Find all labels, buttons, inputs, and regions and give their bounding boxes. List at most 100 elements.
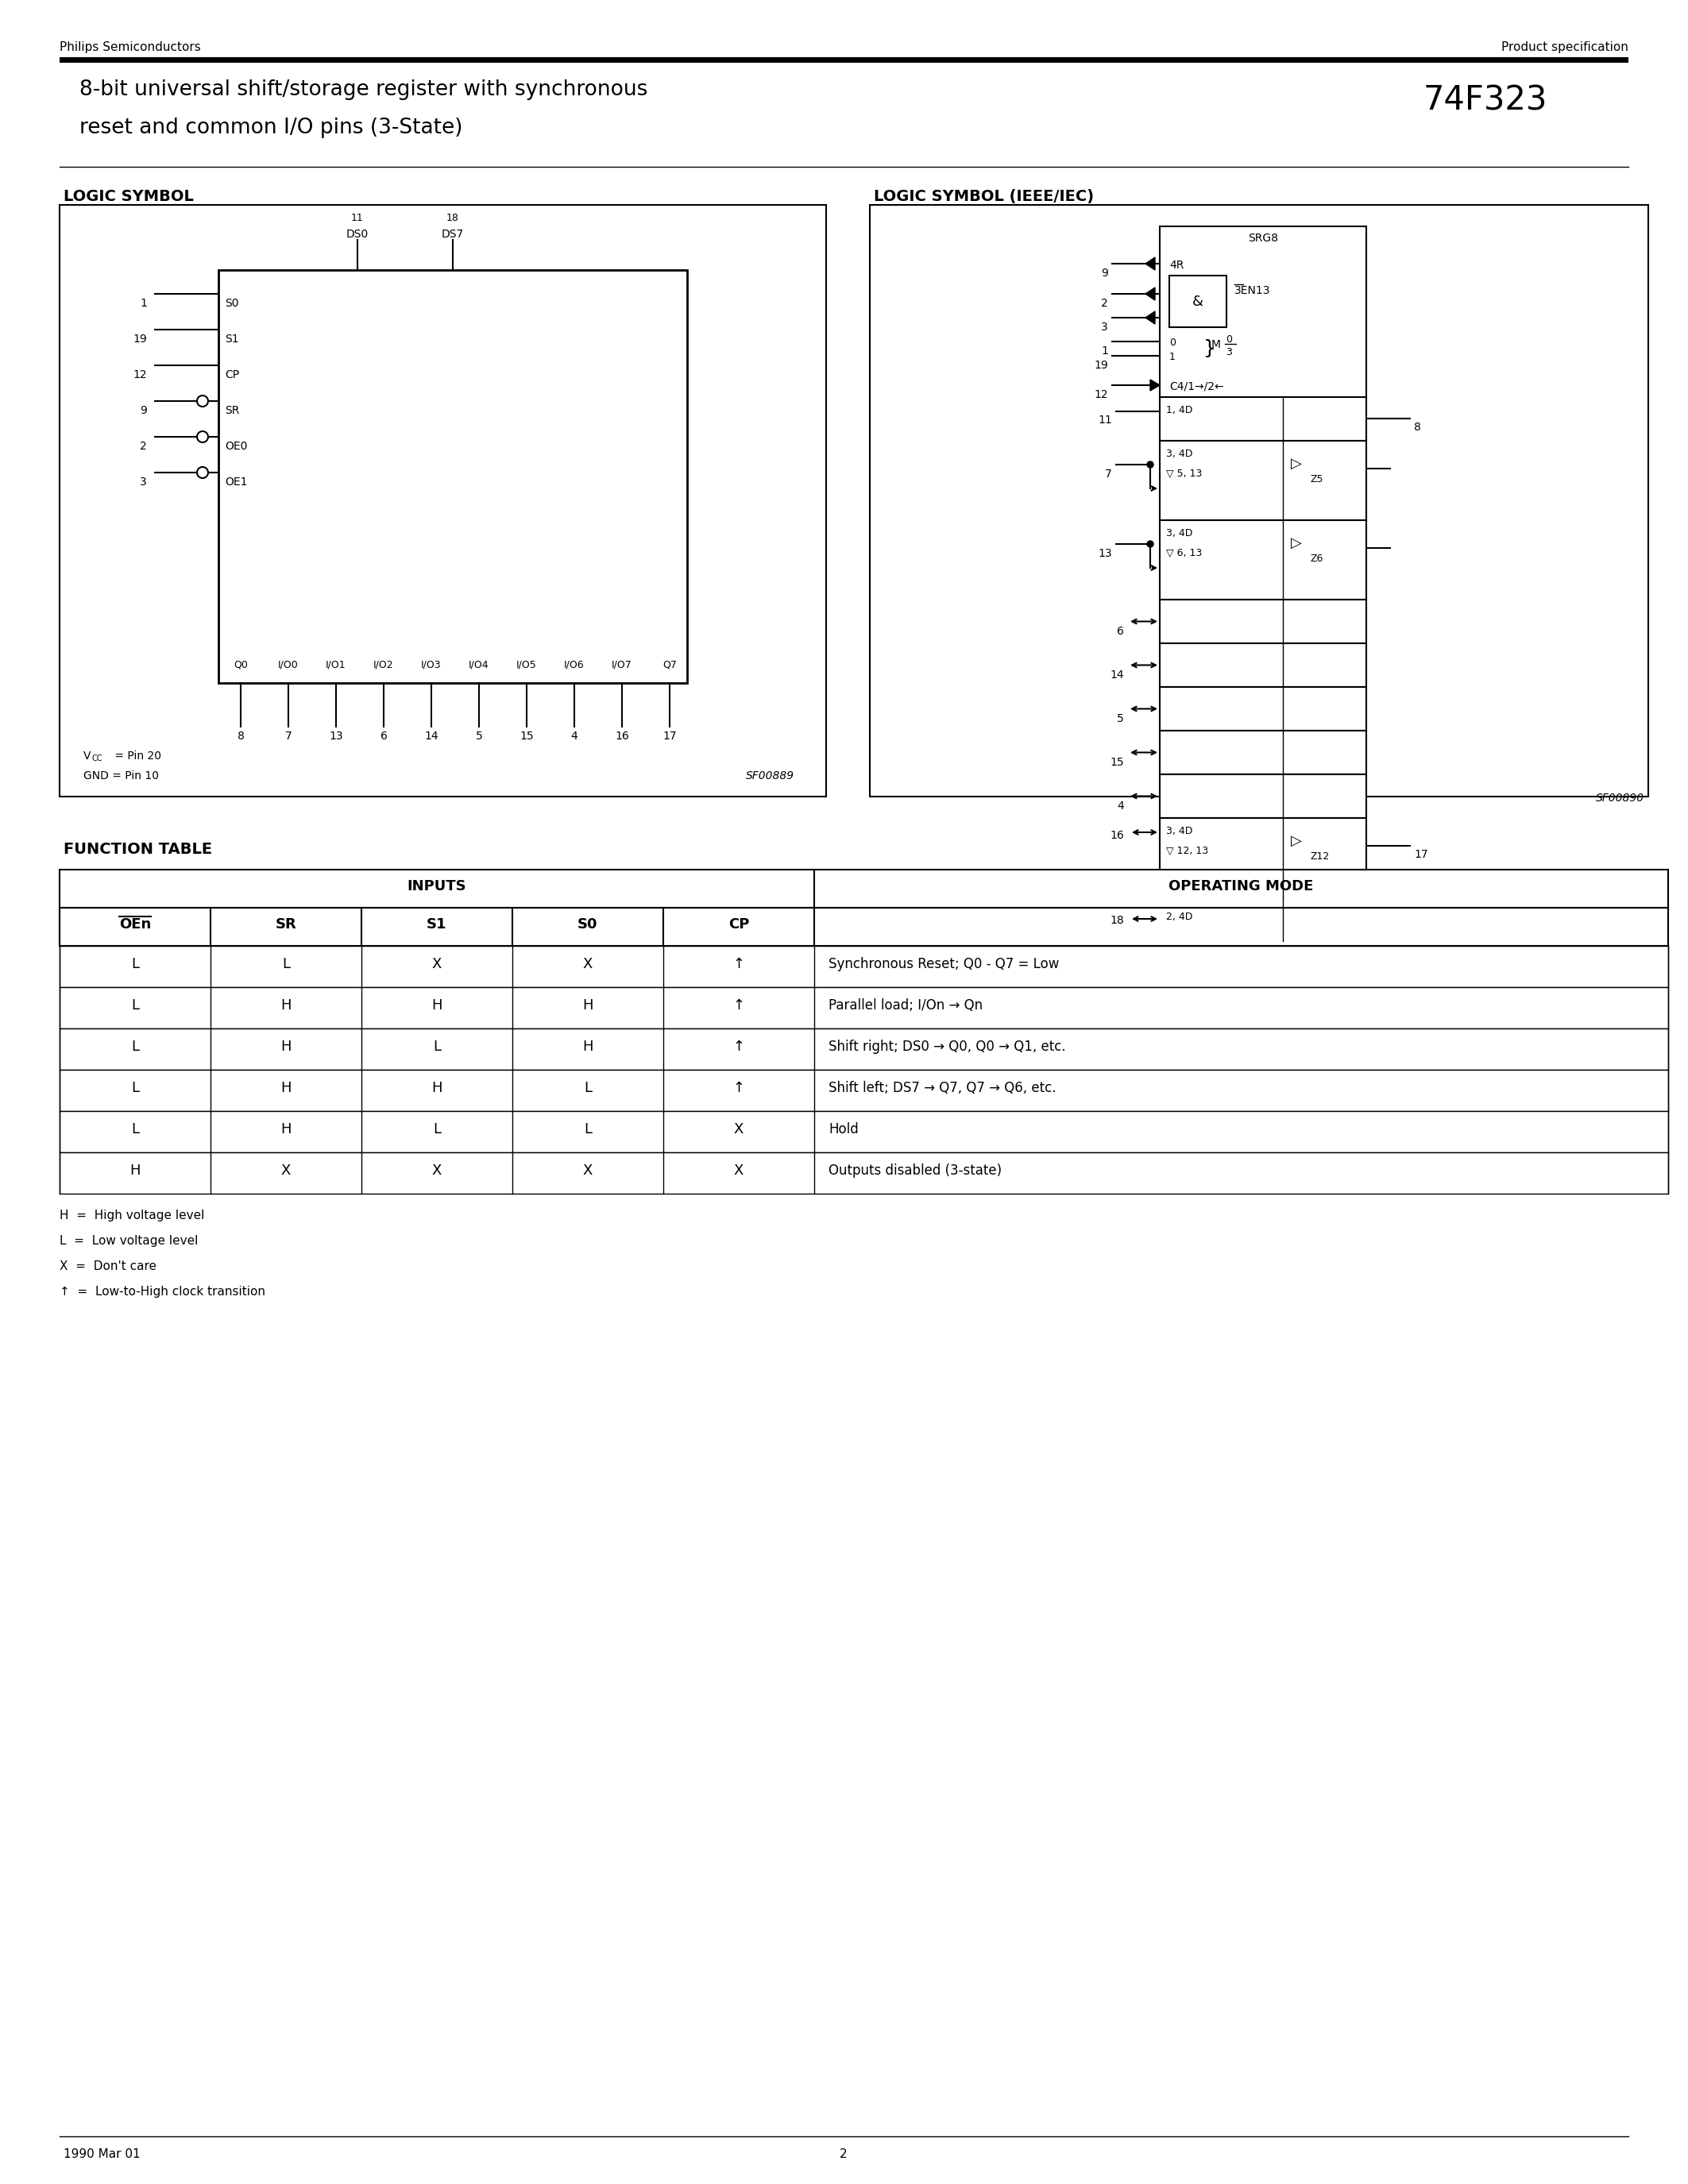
Text: H: H [432,998,442,1013]
Text: ▷: ▷ [1291,456,1301,472]
Text: 12: 12 [133,369,147,380]
Text: 15: 15 [520,732,533,743]
Text: Shift left; DS7 → Q7, Q7 → Q6, etc.: Shift left; DS7 → Q7, Q7 → Q6, etc. [829,1081,1057,1094]
Bar [1160,601,1366,644]
Bar [59,869,1668,909]
Text: L: L [584,1123,592,1136]
Bar [218,271,687,684]
Text: ▷: ▷ [1291,535,1301,550]
Text: X: X [582,1164,592,1177]
Bar [59,946,1668,987]
Text: I/O6: I/O6 [564,660,584,670]
Text: Product specification: Product specification [1501,41,1629,52]
Text: CP: CP [728,917,749,933]
Text: 1: 1 [140,297,147,308]
Bar [59,205,825,797]
Bar [1160,397,1366,441]
Text: 14: 14 [1111,668,1124,679]
Text: L: L [584,1081,592,1094]
Text: L: L [432,1040,441,1055]
Text: Parallel load; I/On → Qn: Parallel load; I/On → Qn [829,998,982,1013]
Bar [1160,688,1366,732]
Text: H: H [432,1081,442,1094]
Text: Philips Semiconductors: Philips Semiconductors [59,41,201,52]
Text: I/O5: I/O5 [517,660,537,670]
Text: 3, 4D: 3, 4D [1166,826,1193,836]
Text: I/O2: I/O2 [373,660,393,670]
Text: 3, 4D: 3, 4D [1166,529,1193,539]
Text: ▷: ▷ [1291,834,1301,847]
Text: I/O1: I/O1 [326,660,346,670]
Text: OPERATING MODE: OPERATING MODE [1168,880,1313,893]
Text: L  =  Low voltage level: L = Low voltage level [59,1234,197,1247]
Text: 0: 0 [1170,339,1175,347]
Text: I/O4: I/O4 [469,660,490,670]
Bar [59,987,1668,1029]
Text: CC: CC [93,753,103,762]
Text: L: L [282,957,290,972]
Text: ▽ 12, 13: ▽ 12, 13 [1166,845,1209,856]
Text: L: L [132,1081,138,1094]
Polygon shape [1150,380,1160,391]
Text: S0: S0 [225,297,238,308]
Text: GND = Pin 10: GND = Pin 10 [83,771,159,782]
Text: 5: 5 [476,732,483,743]
Polygon shape [1146,288,1155,299]
Bar [1160,441,1366,520]
Text: OE0: OE0 [225,441,248,452]
Text: ▽ 6, 13: ▽ 6, 13 [1166,548,1202,559]
Text: 9: 9 [140,404,147,417]
Polygon shape [1146,312,1155,323]
Text: 1, 4D: 1, 4D [1166,404,1193,415]
Text: 4: 4 [571,732,577,743]
Text: INPUTS: INPUTS [407,880,466,893]
Text: S1: S1 [427,917,447,933]
Bar [59,909,1668,946]
Text: CP: CP [225,369,240,380]
Bar [1170,275,1227,328]
Text: ↑  =  Low-to-High clock transition: ↑ = Low-to-High clock transition [59,1286,265,1297]
Text: 8: 8 [1415,422,1421,432]
Text: = Pin 20: = Pin 20 [111,751,162,762]
Text: H: H [582,998,592,1013]
Text: OE1: OE1 [225,476,248,487]
Text: 9: 9 [1101,269,1107,280]
Text: 11: 11 [1097,415,1112,426]
Text: 3: 3 [1225,347,1232,358]
Text: H: H [280,998,292,1013]
Text: L: L [132,998,138,1013]
Text: SF00889: SF00889 [746,771,795,782]
Text: L: L [432,1123,441,1136]
Text: OEn: OEn [120,917,150,933]
Text: 18: 18 [446,212,459,223]
Text: 6: 6 [1117,625,1124,636]
Text: 2: 2 [1101,297,1107,308]
Text: 2: 2 [841,2149,847,2160]
Text: 4R: 4R [1170,260,1183,271]
Text: 5: 5 [1117,712,1124,723]
Text: L: L [132,957,138,972]
Text: 4: 4 [1117,799,1124,810]
Text: 2, 4D: 2, 4D [1166,911,1193,922]
Text: 7: 7 [1106,470,1112,480]
Bar [1160,775,1366,819]
Text: I/O7: I/O7 [611,660,633,670]
Text: Outputs disabled (3-state): Outputs disabled (3-state) [829,1164,1001,1177]
Text: X: X [280,1164,290,1177]
Text: 3: 3 [1101,321,1107,332]
Text: DS0: DS0 [346,229,368,240]
Text: Q0: Q0 [233,660,248,670]
Text: L: L [132,1123,138,1136]
Polygon shape [1146,258,1155,271]
Bar [1160,732,1366,775]
Text: 7: 7 [285,732,292,743]
Text: Z6: Z6 [1310,553,1323,563]
Text: 11: 11 [351,212,363,223]
Text: 3: 3 [140,476,147,487]
Text: }: } [1204,339,1215,358]
Text: X: X [734,1123,744,1136]
Text: Z12: Z12 [1310,852,1330,863]
Text: S0: S0 [577,917,598,933]
Text: ↑: ↑ [733,957,744,972]
Text: Hold: Hold [829,1123,859,1136]
